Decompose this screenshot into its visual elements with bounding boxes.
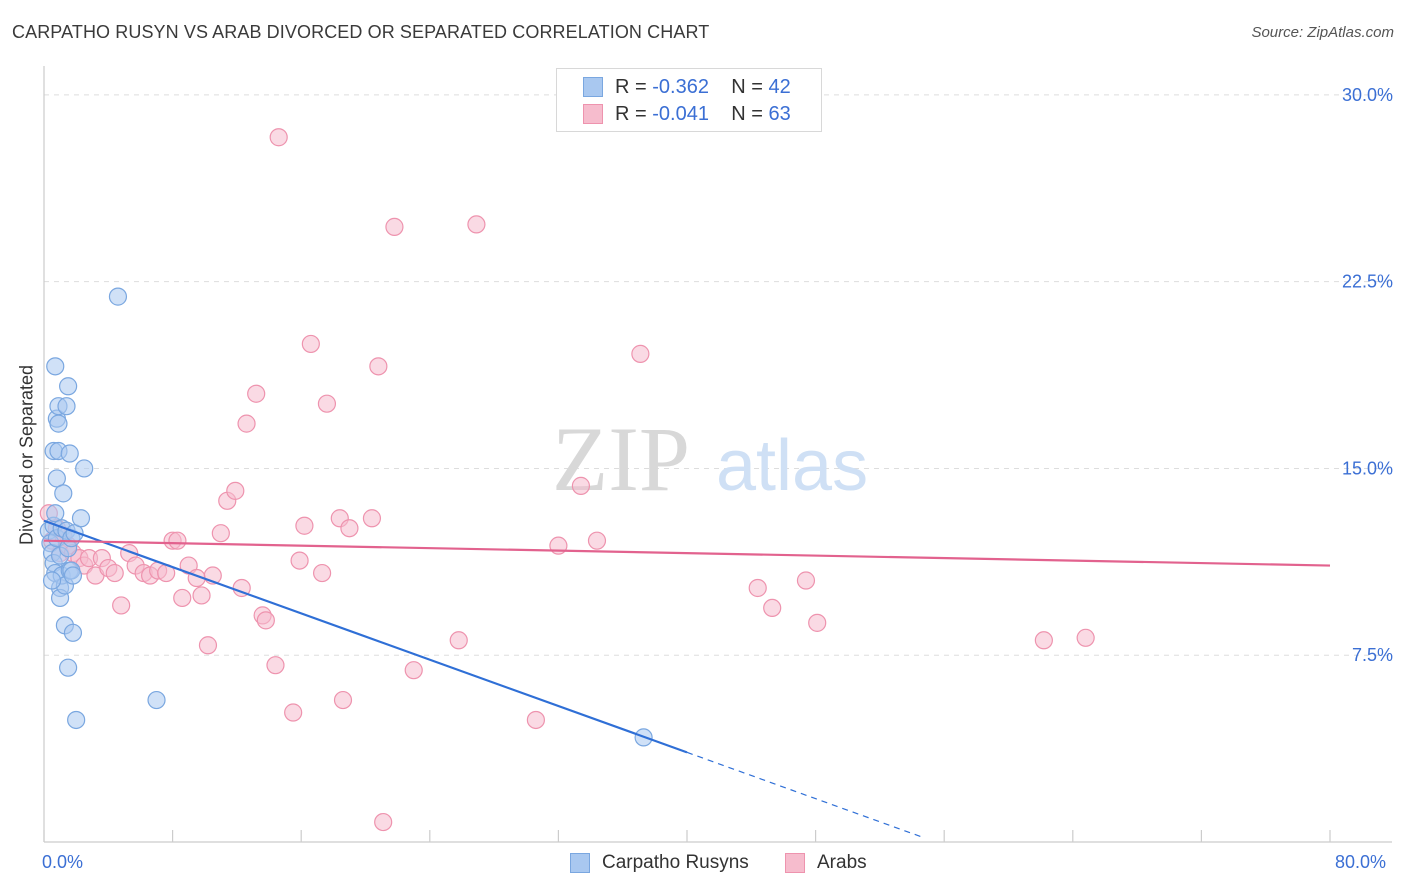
arab-point [796,571,816,590]
watermark-zip: ZIP [552,408,690,510]
carpatho-point [59,377,78,396]
arab-point [526,710,545,730]
arab-point [198,636,218,655]
legend-r-label: R = [615,102,653,125]
trend-lines [43,519,1331,839]
arab-point [369,357,388,376]
carpatho-point [47,469,66,488]
arab-point [211,524,230,543]
carpatho-point [42,571,62,590]
arab-point [266,656,285,675]
arab-point [571,476,591,495]
legend-r-value: -0.041 [652,102,709,125]
legend-n-label: N = [731,75,769,98]
y-tick-label: 30.0% [1342,85,1393,105]
arab-point [317,394,337,413]
carpatho-trend-extension [686,751,924,839]
arab-point [748,578,767,598]
carpatho-point [60,444,79,463]
carpatho-point [57,397,76,416]
carpatho-rusyns-points [39,287,653,747]
carpatho-point [108,287,128,306]
legend-n-value: 42 [768,75,791,98]
arab-point [192,586,211,605]
arab-point [112,596,131,615]
arab-point [173,588,192,608]
legend-r-label: R = [615,75,653,98]
source-label: Source: ZipAtlas.com [1251,24,1394,41]
arab-point [1076,628,1095,647]
arab-point [1034,631,1053,650]
arab-point [374,812,393,832]
y-tick-label: 15.0% [1342,458,1393,478]
carpatho-point [63,566,83,585]
y-tick-label: 22.5% [1342,272,1393,292]
watermark: ZIP atlas [552,408,868,510]
carpatho-trend-line [43,519,688,754]
arab-point [256,611,275,630]
arab-point [226,481,245,500]
arab-point [290,551,309,570]
axes [43,66,1392,843]
arab-point [269,128,288,147]
blue-swatch [570,853,590,873]
legend-label: Arabs [817,852,867,873]
arab-point [247,384,266,403]
legend-r-value: -0.362 [652,75,709,98]
legend-item-carpatho-rusyns: Carpatho Rusyns [570,852,749,874]
carpatho-point [46,504,65,523]
carpatho-point [54,484,73,503]
legend-n-label: N = [731,102,769,125]
blue-swatch [583,77,603,97]
pink-swatch [785,853,805,873]
x-tick-max: 80.0% [1335,852,1387,872]
y-tick-label: 7.5% [1352,645,1393,665]
arab-point [763,598,782,618]
legend-item-arabs: Arabs [785,852,867,874]
carpatho-point [71,509,91,528]
arab-point [168,531,187,550]
carpatho-point [147,690,166,710]
carpatho-point [46,357,65,376]
y-axis-label: Divorced or Separated [16,364,37,546]
legend-label: Carpatho Rusyns [602,852,749,873]
arab-point [449,631,468,650]
arab-point [631,344,650,363]
carpatho-point [59,658,78,677]
x-tick-min: 0.0% [42,852,84,872]
carpatho-point [75,459,94,478]
arab-point [312,563,332,583]
pink-swatch [583,104,603,124]
arab-point [587,531,607,550]
carpatho-point [63,623,83,642]
arab-point [105,563,124,583]
arab-point [284,703,303,722]
arab-point [301,334,320,354]
arab-point [385,217,404,236]
arab-point [295,516,314,535]
arab-point [467,215,486,234]
arab-point [340,519,359,538]
watermark-atlas: atlas [716,426,868,506]
stats-legend: R = -0.362 N = 42 R = -0.041 N = 63 [556,68,822,132]
legend-n-value: 63 [768,102,791,125]
arab-point [362,509,382,528]
y-tick-labels: 7.5% 15.0% 22.5% 30.0% [1342,85,1393,665]
arab-point [808,613,827,632]
arab-point [404,661,423,680]
chart-title: CARPATHO RUSYN VS ARAB DIVORCED OR SEPAR… [12,22,710,42]
carpatho-point [67,710,86,730]
arab-point [237,414,256,433]
arab-trend-line [43,539,1331,567]
carpatho-point [49,414,68,433]
gridlines [44,94,1392,656]
arab-point [333,690,353,710]
